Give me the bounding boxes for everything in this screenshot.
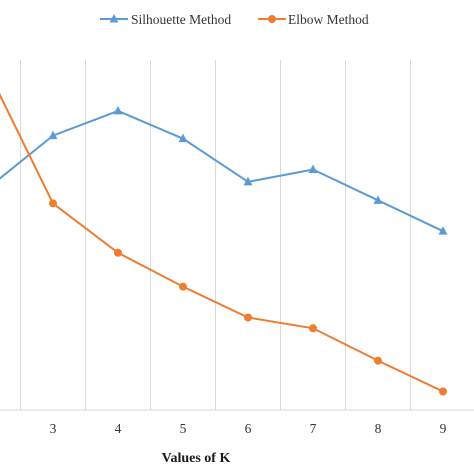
x-tick-label: 8 xyxy=(375,421,382,436)
data-point xyxy=(374,356,382,365)
data-point xyxy=(114,248,122,257)
legend-label: Elbow Method xyxy=(288,12,369,27)
legend-marker xyxy=(268,15,276,23)
gridlines xyxy=(20,60,411,410)
data-point xyxy=(179,282,187,291)
data-point xyxy=(243,176,253,186)
data-point xyxy=(48,130,58,140)
x-tick-label: 7 xyxy=(310,421,317,436)
legend-item: Silhouette Method xyxy=(100,12,231,27)
legend-marker xyxy=(109,14,119,23)
data-point xyxy=(113,105,123,115)
x-tick-label: 5 xyxy=(180,421,187,436)
data-point xyxy=(244,313,252,322)
data-point xyxy=(308,164,318,173)
x-tick-label: 9 xyxy=(440,421,447,436)
data-point xyxy=(373,195,383,204)
legend-item: Elbow Method xyxy=(258,12,369,27)
series-triangle xyxy=(0,105,448,235)
data-point xyxy=(439,387,447,396)
data-point xyxy=(178,133,188,143)
data-point xyxy=(49,199,57,208)
series-circle xyxy=(0,93,447,396)
legend-label: Silhouette Method xyxy=(131,12,231,27)
series-group xyxy=(0,93,448,396)
x-tick-label: 4 xyxy=(115,421,122,436)
data-point xyxy=(309,324,317,333)
x-axis-title: Values of K xyxy=(162,451,231,466)
series-line xyxy=(0,109,444,233)
x-tick-label: 3 xyxy=(50,421,57,436)
series-line xyxy=(0,93,444,393)
x-axis: 3 4 5 6 7 8 9 xyxy=(0,409,474,436)
data-point xyxy=(438,226,448,235)
x-tick-label: 6 xyxy=(245,421,252,436)
legend: Silhouette Method Elbow Method xyxy=(100,12,369,27)
